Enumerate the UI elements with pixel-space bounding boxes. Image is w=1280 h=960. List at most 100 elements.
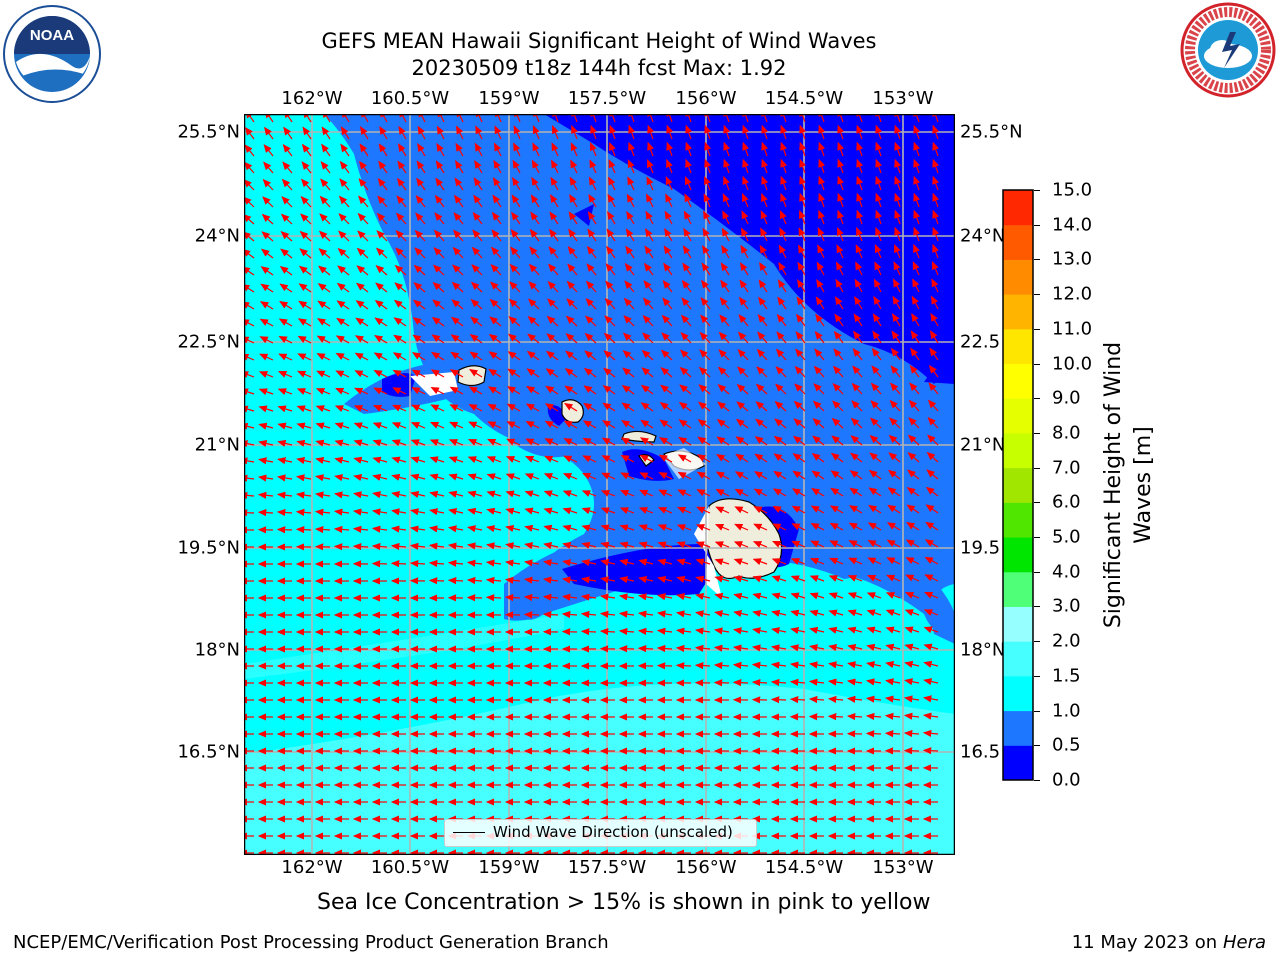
wind-wave-arrow [449,421,464,429]
wind-wave-arrow [606,228,616,242]
wind-wave-arrow [698,366,711,378]
wind-wave-arrow [339,160,350,174]
wind-wave-arrow [532,142,540,157]
wind-wave-arrow [720,279,730,293]
wind-wave-arrow [685,114,693,123]
wind-wave-arrow [508,316,521,327]
wind-wave-arrow [397,143,407,157]
wind-wave-arrow [571,124,578,140]
wind-wave-arrow [818,114,826,123]
colorbar-bin [1003,641,1033,677]
wind-wave-arrow [391,473,407,481]
wind-wave-arrow [913,209,921,225]
lat-tick-label-right: 18°N [960,639,1006,661]
wind-wave-arrow [773,435,787,446]
wind-wave-arrow [892,295,901,310]
wind-wave-arrow [837,141,845,157]
wind-wave-arrow [319,195,331,208]
wind-wave-arrow [337,247,350,259]
wind-wave-arrow [280,213,293,225]
wind-wave-arrow [626,193,635,208]
wind-wave-arrow [871,347,882,361]
wind-wave-arrow [547,298,559,310]
wind-wave-arrow [797,279,806,293]
wind-wave-arrow [448,473,464,481]
wind-wave-arrow [353,422,369,430]
wind-wave-arrow [353,456,369,464]
wind-wave-arrow [565,315,578,327]
wind-wave-arrow [568,211,578,225]
wind-wave-arrow [913,114,921,123]
wind-wave-arrow [372,473,388,481]
wind-wave-arrow [608,176,616,191]
wind-wave-arrow [451,299,464,310]
wind-wave-arrow [447,577,464,585]
wind-wave-arrow [315,388,331,395]
lon-tick-label-bottom: 156°W [675,857,737,878]
wind-wave-arrow [435,177,445,191]
colorbar-bin [1003,259,1033,295]
wind-wave-arrow [563,420,578,429]
wind-wave-arrow [907,469,920,480]
wind-wave-arrow [582,472,597,480]
wind-wave-arrow [297,370,312,378]
wind-wave-arrow [927,399,939,412]
wind-wave-arrow [533,114,540,123]
wind-wave-arrow [835,278,844,293]
wind-wave-arrow [715,471,730,480]
wind-wave-arrow [550,176,559,191]
wind-wave-arrow [491,229,502,242]
wind-wave-arrow [411,387,426,395]
wind-wave-arrow [542,611,559,619]
colorbar-tick-mark [1034,294,1040,296]
wind-wave-arrow [641,349,654,361]
wind-wave-arrow [908,399,920,412]
wind-wave-arrow [546,315,559,327]
wind-wave-arrow [301,143,312,157]
wind-wave-arrow [680,314,692,327]
wind-wave-arrow [814,348,825,361]
wind-wave-arrow [874,261,882,276]
wind-wave-arrow [888,434,901,446]
wind-wave-arrow [640,419,654,429]
wind-wave-arrow [526,385,540,395]
wind-wave-arrow [506,403,521,412]
wind-wave-arrow [922,747,939,755]
lon-tick-label-bottom: 154.5°W [764,857,844,878]
wind-wave-arrow [827,713,844,721]
wind-wave-arrow [628,141,635,157]
wind-wave-arrow [621,419,635,429]
wind-wave-arrow [704,124,712,140]
wind-wave-arrow [713,679,730,687]
wind-wave-arrow [625,245,635,259]
wind-wave-arrow [545,385,559,395]
wind-wave-arrow [434,212,445,225]
wind-wave-arrow [394,282,407,293]
wind-wave-arrow [605,280,616,293]
wind-wave-arrow [509,281,521,293]
wind-wave-arrow [702,227,711,242]
lat-tick-label-left: 19.5°N [177,537,240,559]
wind-wave-arrow [778,261,787,276]
wind-wave-arrow [580,628,597,636]
wind-wave-arrow [276,474,293,482]
wind-wave-arrow [318,248,331,259]
wind-wave-arrow [280,248,293,259]
wind-wave-arrow [244,301,255,310]
wind-wave-arrow [544,455,559,463]
wind-wave-arrow [894,158,902,174]
map-legend: Wind Wave Direction (unscaled) [444,819,757,847]
wind-wave-arrow [512,177,521,191]
wind-wave-arrow [244,440,255,448]
wind-wave-arrow [735,436,749,446]
wind-wave-arrow [410,490,426,498]
wind-wave-arrow [525,403,540,412]
wind-wave-arrow [528,281,540,293]
wind-wave-arrow [336,317,350,327]
footer-machine: Hera [1222,932,1266,953]
wind-wave-arrow [359,143,369,157]
wind-wave-arrow [474,142,483,157]
wind-wave-arrow [677,471,692,480]
wind-wave-arrow [677,454,692,463]
wind-wave-arrow [258,457,274,465]
